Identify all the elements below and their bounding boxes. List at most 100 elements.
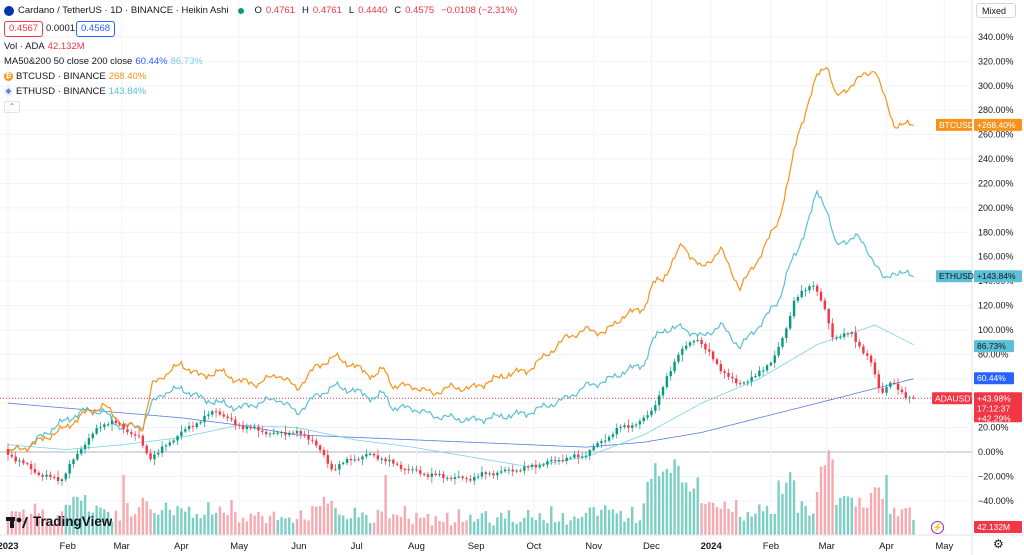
buy-button[interactable]: 0.4568 [76, 21, 116, 37]
candle-body [211, 411, 214, 415]
candle-body [480, 472, 484, 477]
candle-body [688, 342, 692, 346]
volume-bar [530, 517, 534, 535]
candle-body [168, 442, 172, 446]
candle-body [596, 443, 599, 447]
candle-body [6, 448, 10, 455]
volume-bar [295, 519, 299, 535]
volume-bar [95, 505, 98, 535]
volume-bar [542, 520, 545, 535]
candle-body [511, 469, 514, 472]
candle-body [754, 376, 757, 378]
candle-body [245, 426, 249, 430]
candle-body [873, 362, 877, 375]
volume-bar [484, 511, 487, 535]
candle-body [904, 392, 907, 398]
candle-body [345, 458, 349, 463]
volume-bar [26, 518, 29, 535]
eth-price-tag [974, 270, 1022, 283]
volume-bar [33, 503, 37, 535]
volume-bar [141, 497, 145, 535]
eth-legend[interactable]: ◆ ETHUSD · BINANCE 143.84% [4, 86, 146, 97]
volume-bar [684, 482, 688, 535]
candle-body [164, 445, 168, 447]
candle-body [700, 339, 703, 345]
collapse-legend-button[interactable]: ⌃ [4, 101, 20, 113]
candle-body [141, 435, 145, 446]
volume-bar [688, 491, 692, 535]
eth-price-tag-text: +143.84% [977, 271, 1016, 281]
volume-legend[interactable]: Vol · ADA 42.132M [4, 41, 85, 52]
low-value: 0.4440 [358, 5, 388, 16]
candle-body [704, 344, 707, 350]
chart-gridlines [0, 0, 972, 535]
x-tick-label: 2024 [701, 541, 723, 552]
volume-bar [723, 501, 726, 535]
volume-bar [526, 510, 530, 535]
candle-body [395, 463, 399, 465]
candle-body [727, 372, 730, 377]
candle-body [338, 464, 341, 470]
candle-body [465, 478, 468, 480]
volume-bar [365, 515, 368, 535]
candle-body [14, 456, 17, 462]
volume-bar [322, 496, 326, 535]
lightning-icon[interactable]: ⚡ [931, 521, 944, 534]
volume-bar [18, 511, 21, 535]
ma-legend[interactable]: MA50&200 50 close 200 close 60.44% 86.73… [4, 56, 203, 67]
volume-bar [499, 512, 503, 535]
candle-body [276, 432, 279, 434]
volume-bar [850, 497, 854, 535]
candle-body [881, 388, 884, 393]
volume-bar [657, 476, 661, 535]
candle-body [476, 476, 480, 478]
volume-bar [237, 522, 241, 535]
candle-body [796, 297, 800, 301]
candle-body [284, 432, 287, 435]
candle-body [488, 473, 491, 475]
candle-body [253, 426, 256, 429]
volume-bar [199, 518, 202, 535]
volume-bar [372, 522, 376, 535]
candle-body [133, 434, 137, 436]
volume-bar [268, 515, 272, 535]
volume-bar [519, 521, 522, 535]
volume-bar [762, 511, 765, 535]
volume-bar [187, 506, 191, 535]
volume-bar [37, 513, 41, 535]
ada-candles [6, 281, 915, 486]
volume-bar [893, 507, 896, 535]
candle-body [110, 420, 114, 425]
candle-body [87, 438, 91, 445]
candle-body [372, 453, 376, 456]
candle-body [257, 426, 260, 431]
candle-body [368, 453, 372, 455]
candle-body [546, 461, 549, 465]
candle-body [103, 424, 106, 428]
candle-body [827, 309, 830, 324]
candle-body [889, 382, 892, 388]
btc-legend[interactable]: ₿ BTCUSD · BINANCE 268.40% [4, 71, 146, 82]
volume-bar [114, 510, 118, 535]
volume-bar [607, 510, 611, 535]
candle-body [442, 473, 445, 478]
tradingview-logo: TradingView [6, 514, 112, 529]
candle-body [137, 435, 141, 437]
candle-body [41, 474, 44, 477]
candle-body [118, 423, 121, 425]
x-tick-label: May [935, 541, 953, 552]
scale-mode-button[interactable]: Mixed [976, 3, 1016, 18]
x-tick-label: Nov [585, 541, 602, 552]
volume-bar [469, 514, 472, 535]
candle-body [550, 459, 553, 462]
x-tick-label: Aug [408, 541, 425, 552]
sell-button[interactable]: 0.4567 [4, 21, 44, 37]
symbol-header[interactable]: Cardano / TetherUS · 1D · BINANCE · Heik… [4, 5, 517, 16]
candle-body [203, 415, 206, 423]
volume-bar [831, 459, 834, 535]
volume-bar [395, 515, 399, 535]
candle-body [22, 460, 25, 464]
candle-body [885, 387, 888, 393]
settings-gear-icon[interactable]: ⚙ [993, 537, 1004, 551]
